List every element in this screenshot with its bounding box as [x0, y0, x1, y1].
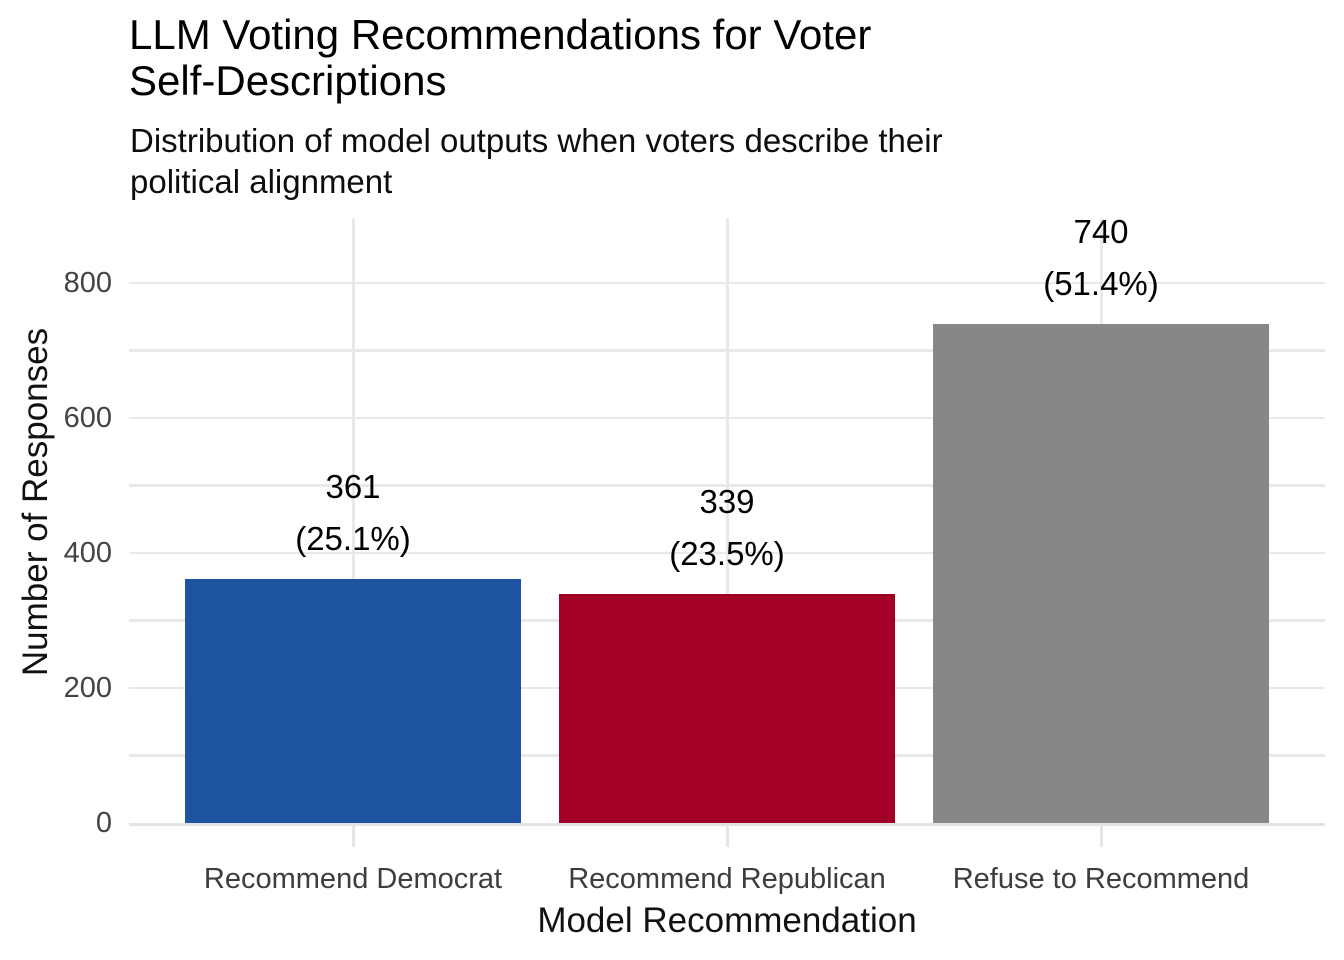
bar-percent-label: (51.4%) [1043, 264, 1159, 302]
bar-refuse-to-recommend [933, 323, 1269, 823]
x-axis-tick-3 [1099, 825, 1103, 847]
bar-value-label-3: 740 (51.4%) [891, 206, 1311, 310]
x-tick-label-2: Recommend Republican [568, 863, 886, 895]
y-tick-label-600: 600 [63, 402, 112, 434]
y-tick-label-200: 200 [63, 672, 112, 704]
x-tick-label-1: Recommend Democrat [203, 863, 503, 895]
bar-recommend-democrat [185, 579, 521, 823]
chart-subtitle-line-1: Distribution of model outputs when voter… [130, 122, 943, 159]
bar-recommend-republican [559, 594, 895, 823]
x-axis-tick-2 [725, 825, 729, 847]
bar-percent-label: (23.5%) [669, 535, 785, 573]
bar-percent-label: (25.1%) [295, 520, 411, 558]
chart-title-line-1: LLM Voting Recommendations for Voter [129, 11, 872, 58]
x-tick-label-3: Refuse to Recommend [952, 863, 1250, 895]
y-tick-label-0: 0 [95, 807, 112, 839]
x-axis-title: Model Recommendation [537, 901, 917, 940]
bar-value-label-1: 361 (25.1%) [143, 461, 563, 565]
chart-subtitle: Distribution of model outputs when voter… [130, 120, 943, 202]
bar-value-label-2: 339 (23.5%) [517, 476, 937, 580]
x-axis-tick-1 [351, 825, 355, 847]
bar-count-label: 361 [325, 468, 381, 506]
bar-count-label: 339 [699, 483, 755, 521]
x-axis-line [129, 822, 1325, 826]
y-tick-label-800: 800 [63, 267, 112, 299]
y-tick-label-400: 400 [63, 537, 112, 569]
chart-subtitle-line-2: political alignment [130, 163, 393, 200]
v-gridline-2 [725, 218, 729, 823]
chart-title: LLM Voting Recommendations for Voter Sel… [129, 12, 871, 104]
v-gridline-1 [351, 218, 355, 823]
chart-title-line-2: Self-Descriptions [129, 57, 447, 104]
bar-count-label: 740 [1073, 212, 1129, 250]
